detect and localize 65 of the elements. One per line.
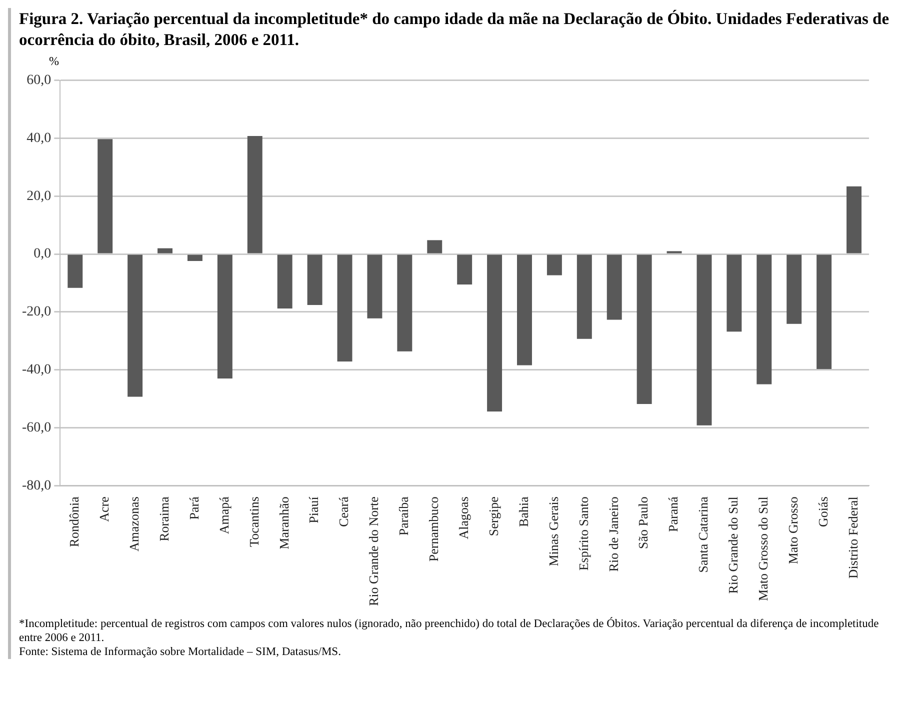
source-note: Fonte: Sistema de Informação sobre Mortalidade – SIM, Datasus/MS. [19,645,342,659]
bar [756,254,772,384]
x-tick-label: Rio Grande do Sul [726,496,741,594]
bar [68,254,83,288]
x-tick-label: Mato Grosso do Sul [756,496,771,601]
y-tick-label: 20,0 [26,188,52,204]
bar [128,254,143,397]
y-tick-label: -80,0 [22,478,52,494]
x-tick-label: Pernambuco [426,496,442,562]
bar [337,254,352,362]
chart-title: Figura 2. Variação percentual da incompletitude* do campo idade da mãe na Declaração de Óbito. Unidades Federativas de ocorrência do óbito, Brasil, 2006 e 2011. [19,8,890,50]
x-tick-label: Bahia [516,496,531,527]
bar [217,254,232,379]
x-tick-label: Rondônia [66,496,82,548]
x-tick-label: Espírito Santo [576,496,591,571]
text: *Incompletitude: percentual de registros com campos com valores nulos (ignorado, não preenchido) do total de Declarações de Óbitos. Variação percentual da diferença de incompletitude entre 2006 e 2011. [19,617,880,645]
bar [98,139,113,254]
x-tick-label: Mato Grosso [786,496,801,564]
x-tick-label: Distrito Federal [845,496,860,579]
x-tick-label: Alagoas [456,496,472,540]
y-tick-label: -40,0 [22,362,52,378]
x-tick-label: São Paulo [636,496,651,549]
y-tick-label: -20,0 [22,304,52,320]
x-tick-label: Roraima [156,496,172,542]
y-tick-label: -60,0 [22,420,52,436]
bar [786,254,802,324]
x-tick-label: Goiás [815,496,830,527]
bar [397,254,412,352]
x-tick-label: Tocantins [246,496,262,547]
x-tick-label: Ceará [336,496,352,527]
bar [427,240,442,254]
y-tick-label: 0,0 [34,246,52,262]
x-tick-label: Paraíba [396,496,412,536]
x-tick-label: Paraná [666,496,681,532]
bar [816,254,832,369]
x-tick-label: Rio Grande do Norte [366,496,382,606]
bar [487,254,502,412]
bar [517,254,532,366]
bar [367,254,382,318]
bar [696,254,712,426]
x-tick-label: Maranhão [276,496,292,550]
y-tick-label: 40,0 [26,130,52,146]
y-tick-label: 60,0 [26,73,52,88]
y-axis-title: % [49,54,60,69]
bar [606,254,622,320]
bar [457,254,472,284]
bar [158,248,172,254]
bar [307,254,322,306]
bar [277,254,292,308]
x-tick-label: Piauí [306,496,322,524]
x-tick-label: Rio de Janeiro [606,496,621,572]
bar [187,254,202,262]
bar [636,254,652,404]
bar [247,136,262,254]
x-tick-label: Minas Gerais [546,496,561,566]
bar [846,186,862,254]
bar [546,254,562,276]
bar [726,254,742,332]
bar [576,254,592,339]
x-tick-label: Amapá [216,496,232,534]
x-tick-label: Acre [96,496,112,522]
x-tick-label: Pará [186,496,202,520]
x-tick-label: Santa Catarina [696,496,711,573]
x-tick-label: Amazonas [126,496,142,552]
x-tick-label: Sergipe [486,496,501,536]
